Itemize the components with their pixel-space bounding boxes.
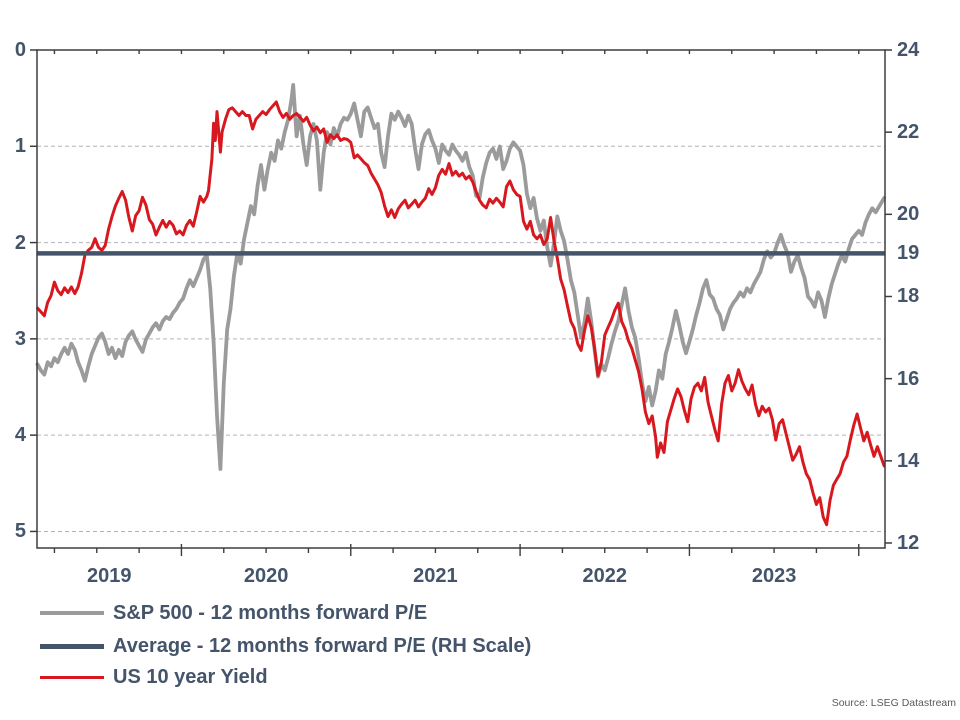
source-credit: Source: LSEG Datastream bbox=[831, 697, 956, 709]
right-axis-tick-label: 16 bbox=[897, 367, 920, 390]
left-axis-tick-label: 2 bbox=[14, 231, 26, 254]
yield-line-swatch-icon bbox=[40, 675, 104, 679]
x-axis-year-label: 2020 bbox=[243, 565, 289, 587]
left-axis-tick-label: 5 bbox=[14, 520, 26, 543]
right-axis-tick-label: 18 bbox=[897, 285, 920, 308]
right-axis-tick-label: 12 bbox=[897, 531, 920, 554]
legend-item-sp500-pe: S&P 500 - 12 months forward P/E bbox=[40, 600, 427, 626]
right-axis-tick-label: 22 bbox=[897, 121, 920, 144]
legend-label-average-pe: Average - 12 months forward P/E (RH Scal… bbox=[113, 634, 532, 657]
series-line bbox=[35, 83, 887, 471]
legend-item-average-pe: Average - 12 months forward P/E (RH Scal… bbox=[40, 633, 531, 659]
x-axis-year-label: 2021 bbox=[413, 565, 458, 587]
legend-label-us10y-yield: US 10 year Yield bbox=[113, 665, 268, 688]
right-axis-tick-label: 19 bbox=[897, 242, 920, 265]
right-axis-tick-label: 24 bbox=[897, 39, 920, 61]
right-axis-tick-label: 14 bbox=[897, 449, 920, 472]
x-axis-year-label: 2023 bbox=[751, 565, 797, 587]
right-axis-tick-label: 20 bbox=[897, 203, 920, 226]
sp500-line-swatch-icon bbox=[40, 611, 104, 615]
plot-frame bbox=[36, 49, 886, 549]
left-axis-tick-label: 4 bbox=[14, 424, 26, 447]
left-axis-tick-label: 3 bbox=[14, 327, 26, 350]
left-axis-tick-label: 0 bbox=[14, 39, 26, 61]
legend-item-us10y-yield: US 10 year Yield bbox=[40, 664, 268, 690]
x-axis-year-label: 2019 bbox=[86, 565, 132, 587]
left-axis-tick-label: 1 bbox=[14, 135, 26, 158]
average-line-swatch-icon bbox=[40, 643, 104, 649]
x-axis-year-label: 2022 bbox=[582, 565, 628, 587]
legend-label-sp500-pe: S&P 500 - 12 months forward P/E bbox=[113, 601, 428, 624]
series-line bbox=[36, 100, 886, 527]
